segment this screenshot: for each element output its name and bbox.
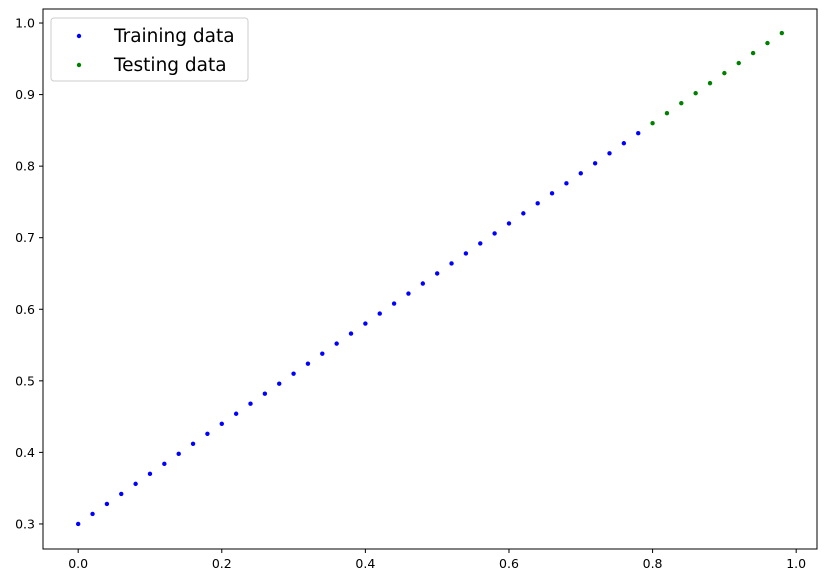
training-data-point xyxy=(291,371,296,376)
legend: Training data Testing data xyxy=(50,17,249,82)
training-data-point xyxy=(162,461,167,467)
y-axis: 0.3 0.4 0.5 0.6 0.7 0.8 0.9 1.0 xyxy=(15,16,43,531)
training-data-point xyxy=(377,311,382,316)
training-data-point xyxy=(463,251,469,256)
training-data-point xyxy=(320,351,325,356)
testing-data-point xyxy=(664,110,670,116)
x-tick-label: 0.6 xyxy=(499,556,519,571)
training-data-point xyxy=(478,241,483,246)
training-data-point xyxy=(348,331,354,336)
training-data-point xyxy=(75,521,81,527)
testing-data-point xyxy=(722,70,727,76)
training-data-point xyxy=(521,211,526,216)
testing-data-point xyxy=(693,90,698,96)
x-tick-label: 0.2 xyxy=(212,556,232,571)
training-data-point xyxy=(549,191,555,196)
training-data-point xyxy=(262,391,268,396)
training-data-point xyxy=(305,361,311,366)
training-data-point xyxy=(621,141,627,146)
training-data-point xyxy=(147,471,153,477)
training-data-point xyxy=(248,401,253,406)
training-data-point xyxy=(636,131,641,136)
training-data-point xyxy=(592,161,598,166)
training-data-point xyxy=(233,411,239,416)
testing-data-point xyxy=(650,121,655,126)
testing-data-point xyxy=(779,30,785,36)
y-tick-label: 0.7 xyxy=(15,230,35,245)
x-tick-label: 0.0 xyxy=(68,556,88,571)
legend-marker-training xyxy=(76,33,82,39)
training-data-point xyxy=(449,261,454,266)
x-tick-label: 0.4 xyxy=(355,556,375,571)
x-tick-label: 1.0 xyxy=(786,556,806,571)
legend-marker-testing xyxy=(76,62,82,68)
testing-data-point xyxy=(707,80,713,86)
training-data-point xyxy=(277,381,282,386)
y-tick-label: 0.3 xyxy=(15,516,35,531)
y-tick-label: 0.6 xyxy=(15,302,35,317)
legend-label-training: Training data xyxy=(113,26,235,47)
testing-data-point xyxy=(765,40,770,46)
training-data-point xyxy=(434,271,440,276)
training-data-point xyxy=(90,511,95,517)
training-data-point xyxy=(104,501,110,507)
x-tick-label: 0.8 xyxy=(643,556,663,571)
training-data-point xyxy=(391,301,397,306)
legend-label-testing: Testing data xyxy=(113,55,227,76)
training-data-point xyxy=(119,491,124,497)
y-tick-label: 0.5 xyxy=(15,373,35,388)
training-data-point xyxy=(363,321,368,326)
data-points xyxy=(75,30,785,527)
y-tick-label: 0.4 xyxy=(15,445,35,460)
training-data-point xyxy=(578,171,583,176)
training-data-point xyxy=(535,201,540,206)
training-data-point xyxy=(219,421,224,426)
training-data-point xyxy=(492,231,497,236)
y-tick-label: 1.0 xyxy=(15,16,35,31)
training-data-point xyxy=(205,431,210,436)
training-data-point xyxy=(607,151,612,156)
training-data-point xyxy=(564,181,569,186)
testing-data-point xyxy=(679,100,684,106)
legend-box xyxy=(50,17,249,82)
x-axis: 0.0 0.2 0.4 0.6 0.8 1.0 xyxy=(68,549,806,571)
training-data-point xyxy=(190,441,196,447)
training-data-point xyxy=(133,481,138,487)
training-data-point xyxy=(420,281,426,286)
plot-area xyxy=(42,8,818,550)
training-data-point xyxy=(334,341,339,346)
training-data-point xyxy=(406,291,411,296)
y-tick-label: 0.8 xyxy=(15,159,35,174)
testing-data-point xyxy=(750,50,756,56)
testing-data-point xyxy=(736,60,741,66)
training-data-point xyxy=(176,451,181,457)
y-tick-label: 0.9 xyxy=(15,87,35,102)
training-data-point xyxy=(506,221,512,226)
